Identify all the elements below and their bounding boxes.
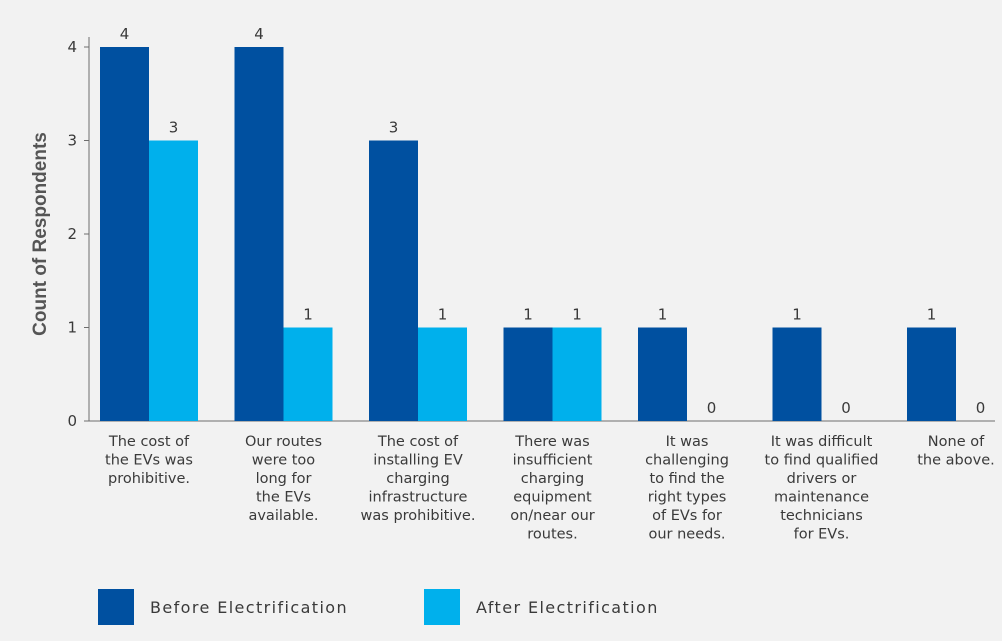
x-category-label: our needs.: [648, 527, 725, 543]
legend-label-before: Before Electrification: [150, 597, 349, 617]
bar-before: [907, 327, 956, 421]
y-tick-label: 3: [67, 132, 77, 150]
legend-swatch-before: [98, 589, 134, 625]
bar-before: [100, 47, 149, 421]
legend-item-before: Before Electrification: [98, 589, 348, 625]
x-category-label: right types: [648, 490, 727, 506]
data-label-after: 3: [169, 119, 179, 137]
x-category-label: It was difficult: [771, 434, 873, 450]
x-category-label: It was: [666, 434, 709, 450]
data-label-before: 1: [658, 306, 668, 324]
x-category-label: charging: [521, 471, 584, 487]
legend: Before Electrification After Electrifica…: [98, 588, 735, 626]
x-category-label: to find the: [649, 471, 724, 487]
x-category-label: The cost of: [377, 434, 459, 450]
x-category-label: technicians: [780, 508, 863, 524]
data-label-before: 1: [927, 306, 937, 324]
data-label-after: 0: [841, 399, 851, 417]
x-category-label: to find qualified: [765, 453, 879, 469]
x-category-label: prohibitive.: [108, 471, 190, 487]
bar-before: [369, 140, 418, 421]
x-category-label: drivers or: [787, 471, 857, 487]
x-category-label: challenging: [645, 453, 729, 469]
x-category-label: Our routes: [245, 434, 322, 450]
bar-before: [234, 47, 284, 421]
x-category-label: long for: [256, 471, 312, 487]
x-category-label: None of: [928, 434, 985, 450]
y-tick-label: 2: [67, 225, 77, 243]
data-label-before: 4: [120, 25, 130, 43]
x-category-label: the EVs was: [105, 453, 193, 469]
bar-after: [283, 327, 333, 421]
bar-after: [149, 140, 198, 421]
x-category-label: routes.: [527, 527, 577, 543]
x-category-label: were too: [252, 453, 316, 469]
x-category-label: There was: [514, 434, 589, 450]
x-category-label: The cost of: [108, 434, 190, 450]
y-tick-label: 4: [67, 38, 77, 56]
x-category-label: installing EV: [373, 453, 463, 469]
y-tick-label: 0: [67, 412, 77, 430]
x-category-label: equipment: [513, 490, 592, 506]
data-label-after: 1: [438, 306, 448, 324]
x-category-label: charging: [386, 471, 449, 487]
x-category-label: the above.: [917, 453, 994, 469]
x-category-label: of EVs for: [652, 508, 722, 524]
data-label-after: 1: [303, 306, 313, 324]
bar-after: [552, 327, 602, 421]
data-label-after: 0: [707, 399, 717, 417]
bar-after: [418, 327, 467, 421]
x-category-label: for EVs.: [794, 527, 850, 543]
data-label-before: 1: [523, 306, 533, 324]
data-label-before: 4: [254, 25, 264, 43]
plot-area: 0 1 2 3 4 Count of Respondents 4 3 The cost of th…: [30, 25, 995, 543]
x-category-label: was prohibitive.: [361, 508, 476, 524]
bar-before: [638, 327, 687, 421]
bar-before: [503, 327, 553, 421]
bar-before: [772, 327, 822, 421]
data-label-after: 0: [976, 399, 986, 417]
data-label-before: 3: [389, 119, 399, 137]
data-label-before: 1: [792, 306, 802, 324]
data-label-after: 1: [572, 306, 582, 324]
y-tick-label: 1: [67, 319, 77, 337]
legend-swatch-after: [424, 589, 461, 625]
x-category-label: on/near our: [510, 508, 595, 524]
x-category-label: the EVs: [256, 490, 311, 506]
legend-item-after: After Electrification: [424, 589, 659, 625]
x-category-label: insufficient: [513, 453, 593, 469]
x-category-label: available.: [248, 508, 318, 524]
legend-label-after: After Electrification: [476, 597, 659, 617]
x-category-label: maintenance: [774, 490, 869, 506]
x-category-label: infrastructure: [369, 490, 468, 506]
y-axis-label: Count of Respondents: [30, 132, 51, 336]
